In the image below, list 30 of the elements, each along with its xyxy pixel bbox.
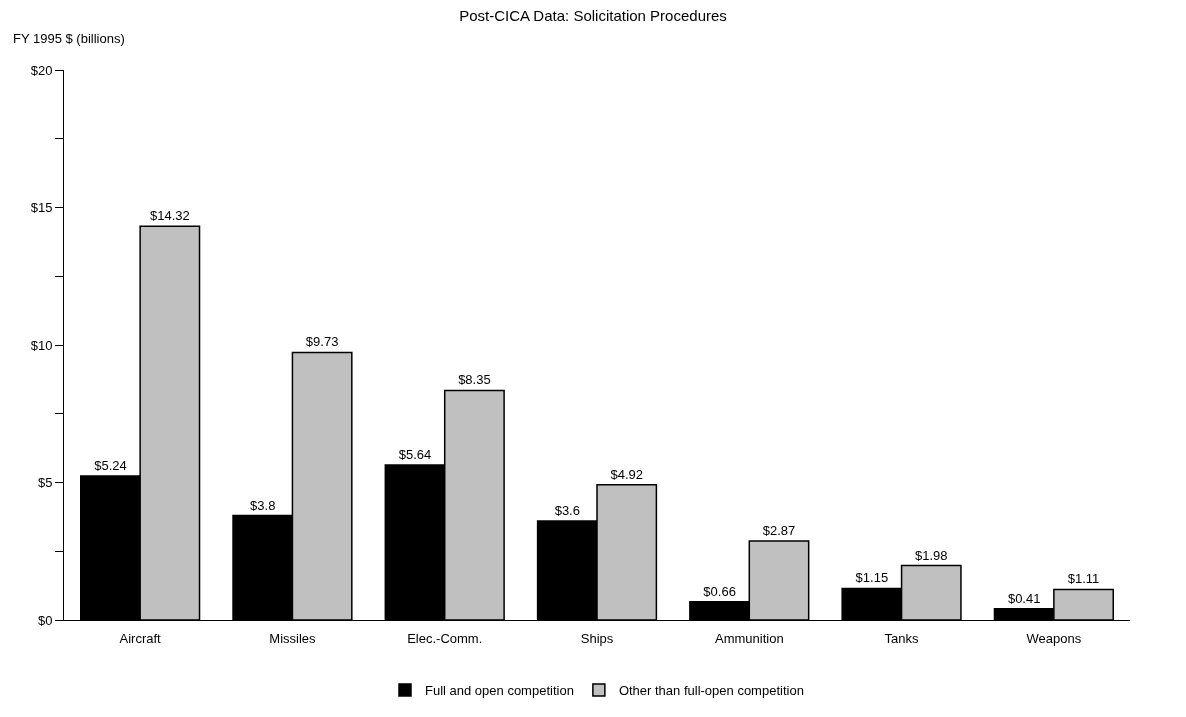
data-label: $0.41 (1007, 590, 1041, 606)
data-label: $2.87 (762, 523, 796, 539)
data-label: $8.35 (458, 372, 491, 388)
data-label: $14.32 (149, 208, 190, 224)
x-tick-label: Ammunition (714, 630, 784, 646)
x-tick-label: Elec.-Comm. (407, 630, 483, 646)
data-label: $1.15 (855, 570, 889, 586)
legend-label: Other than full-open competition (618, 683, 804, 699)
x-tick-label: Weapons (1026, 630, 1082, 646)
chart-title: Post-CICA Data: Solicitation Procedures (459, 7, 727, 25)
y-tick-label: $0 (37, 612, 53, 628)
y-axis-title: FY 1995 $ (billions) (13, 31, 125, 46)
y-tick-label: $5 (37, 475, 53, 491)
data-label: $1.11 (1067, 571, 1100, 587)
data-label: $3.8 (250, 497, 276, 513)
data-label: $4.92 (610, 466, 643, 482)
data-label: $1.98 (914, 547, 948, 563)
legend-label: Full and open competition (425, 683, 574, 699)
y-tick-label: $20 (30, 62, 53, 78)
x-tick-label: Missiles (269, 630, 317, 646)
data-label: $9.73 (305, 334, 339, 350)
y-tick-label: $10 (30, 337, 53, 353)
data-label: $5.24 (94, 457, 127, 473)
x-tick-label: Aircraft (119, 630, 162, 646)
data-label: $0.66 (703, 583, 736, 599)
y-tick-label: $15 (30, 200, 53, 216)
data-label: $3.6 (554, 503, 580, 518)
data-label: $5.64 (398, 446, 432, 462)
x-tick-label: Ships (580, 630, 614, 646)
x-tick-label: Tanks (884, 630, 920, 646)
